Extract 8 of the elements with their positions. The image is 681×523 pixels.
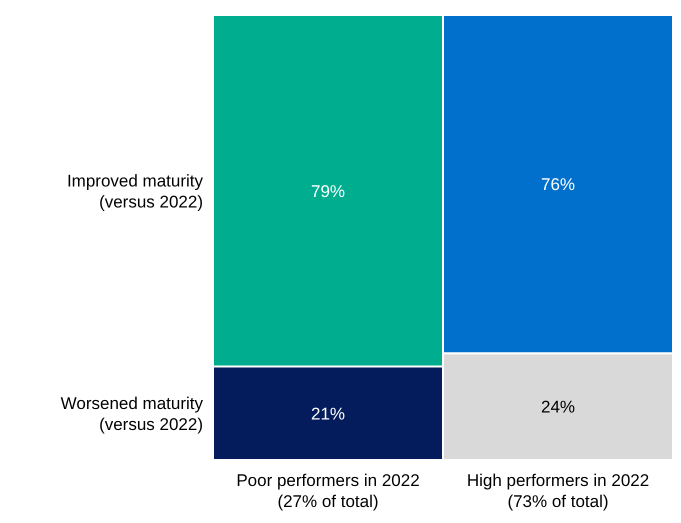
data-label: 21%	[310, 404, 346, 424]
data-label: 79%	[310, 182, 346, 201]
data-label: 24%	[540, 398, 576, 417]
x-tick-label: High performers in 2022 (73% of total)	[466, 471, 650, 511]
series-label: Worsened maturity (versus 2022)	[60, 393, 204, 434]
x-tick-label: Poor performers in 2022 (27% of total)	[236, 471, 420, 511]
series-label: Improved maturity (versus 2022)	[66, 170, 204, 211]
data-label: 76%	[540, 175, 576, 194]
